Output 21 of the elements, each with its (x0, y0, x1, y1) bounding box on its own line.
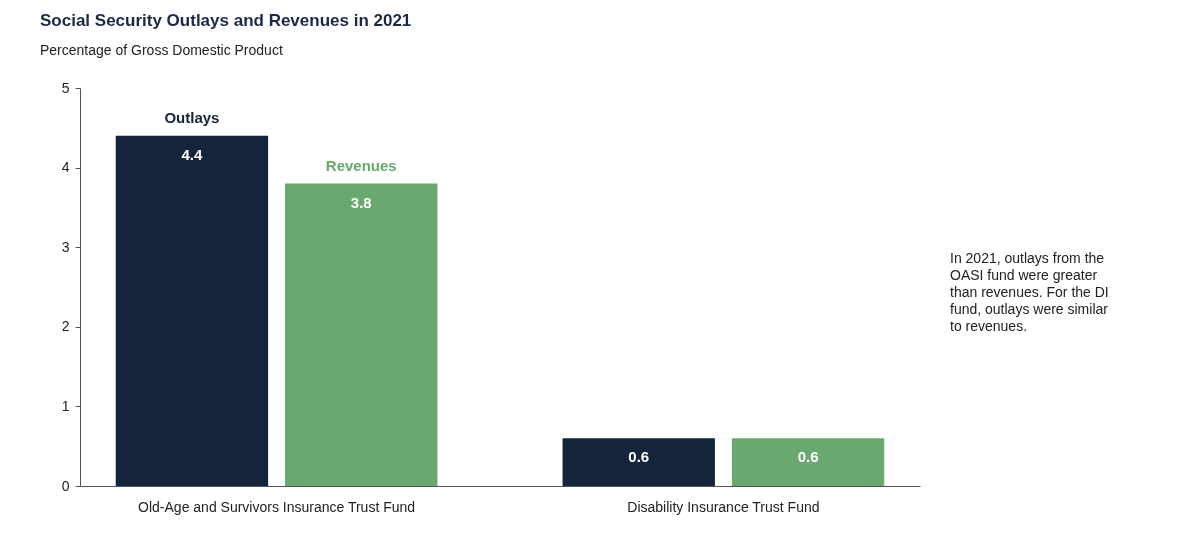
y-tick-label: 0 (61, 477, 70, 494)
chart-subtitle: Percentage of Gross Domestic Product (40, 42, 283, 58)
y-tick-label: 1 (61, 397, 70, 414)
bar (285, 183, 438, 486)
chart-title: Social Security Outlays and Revenues in 2021 (40, 11, 412, 30)
x-tick-label: Old-Age and Survivors Insurance Trust Fund (138, 498, 416, 515)
bar (731, 438, 885, 486)
y-tick-label: 3 (61, 238, 70, 255)
series-label: Outlays (164, 108, 220, 126)
x-tick-label: Disability Insurance Trust Fund (627, 498, 820, 515)
series-label: Revenues (325, 156, 397, 174)
bar (115, 135, 269, 486)
data-label: 0.6 (628, 448, 650, 466)
y-tick-label: 4 (61, 159, 70, 176)
data-label: 3.8 (350, 193, 372, 211)
bar (562, 438, 715, 486)
data-label: 0.6 (797, 448, 819, 466)
y-tick-label: 5 (61, 79, 70, 96)
text: In 2021, outlays from the OASI fund were greater than revenues. For the DI fund, outlays were similar to revenues. (950, 250, 1110, 335)
data-label: 4.4 (181, 145, 204, 163)
y-tick-label: 2 (61, 318, 70, 335)
